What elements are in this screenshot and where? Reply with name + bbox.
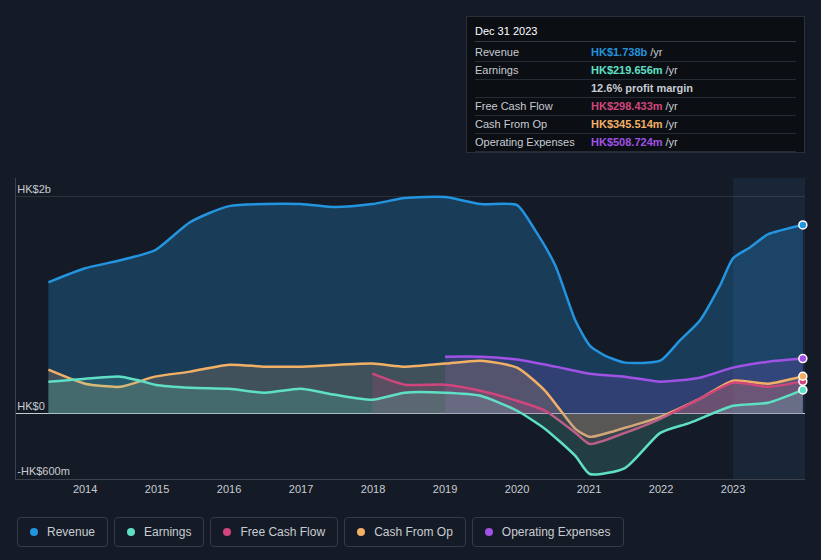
- html-text:Revenue: Revenue: [47, 525, 95, 539]
- html-text:Earnings: Earnings: [144, 525, 192, 539]
- svg-text:2020: 2020: [505, 483, 529, 495]
- html-text:12.6% profit margin: 12.6% profit margin: [591, 82, 694, 94]
- svg-text:2023: 2023: [721, 483, 745, 495]
- svg-text:2021: 2021: [577, 483, 601, 495]
- svg-text:2017: 2017: [289, 483, 313, 495]
- svg-text:2014: 2014: [73, 483, 97, 495]
- svg-text:HK$0: HK$0: [17, 400, 45, 412]
- svg-text:2018: 2018: [361, 483, 385, 495]
- html-text:Operating Expenses: Operating Expenses: [501, 525, 611, 539]
- html-text:HK$508.724m /yr: HK$508.724m /yr: [591, 136, 678, 148]
- html-text:Cash From Op: Cash From Op: [475, 118, 548, 130]
- svg-text:2016: 2016: [217, 483, 241, 495]
- svg-text:2022: 2022: [649, 483, 673, 495]
- svg-text:HK$2b: HK$2b: [17, 183, 51, 195]
- svg-text:2015: 2015: [145, 483, 169, 495]
- svg-text:-HK$600m: -HK$600m: [17, 465, 70, 477]
- html-text:HK$219.656m /yr: HK$219.656m /yr: [591, 64, 678, 76]
- svg-text:2019: 2019: [433, 483, 457, 495]
- html-text:HK$345.514m /yr: HK$345.514m /yr: [591, 118, 678, 130]
- html-text:Earnings: Earnings: [475, 64, 519, 76]
- html-text:HK$1.738b /yr: HK$1.738b /yr: [591, 46, 663, 58]
- html-text:HK$298.433m /yr: HK$298.433m /yr: [591, 100, 678, 112]
- html-text:Revenue: Revenue: [475, 46, 519, 58]
- html-text:Dec 31 2023: Dec 31 2023: [475, 25, 538, 37]
- html-text:Free Cash Flow: Free Cash Flow: [240, 525, 326, 539]
- html-text:Operating Expenses: Operating Expenses: [475, 136, 575, 148]
- html-text:Cash From Op: Cash From Op: [374, 525, 453, 539]
- html-text:Free Cash Flow: Free Cash Flow: [475, 100, 553, 112]
